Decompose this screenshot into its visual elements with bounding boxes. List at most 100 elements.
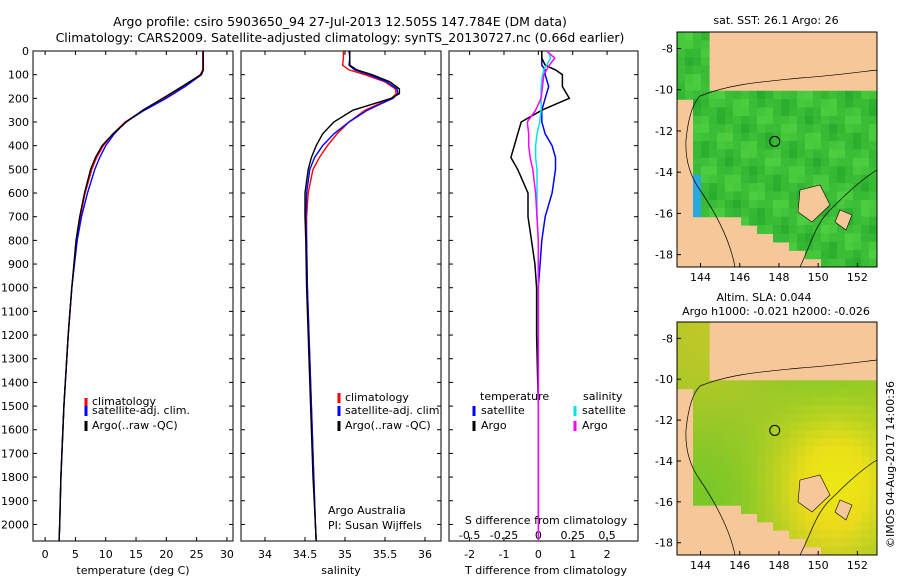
ocean-cell [765, 471, 774, 481]
ocean-cell [797, 141, 806, 151]
ocean-cell [789, 183, 798, 193]
lat-tick-label: -14 [655, 166, 673, 179]
ocean-cell [813, 421, 822, 431]
salinity-xlabel: salinity [321, 564, 361, 577]
ocean-cell [765, 199, 774, 209]
ocean-cell [797, 225, 806, 235]
ocean-cell [725, 149, 734, 159]
ocean-cell [725, 199, 734, 209]
lat-tick-label: -12 [655, 125, 673, 138]
ocean-cell [797, 216, 806, 226]
ocean-cell [693, 32, 702, 41]
ocean-cell [757, 380, 766, 390]
ocean-cell [869, 471, 877, 481]
ocean-cell [797, 455, 806, 465]
ocean-cell [853, 480, 862, 490]
ocean-cell [853, 233, 862, 243]
ocean-cell [853, 513, 862, 523]
ocean-cell [781, 183, 790, 193]
ocean-cell [749, 405, 758, 415]
ocean-cell [717, 480, 726, 490]
ocean-cell [765, 191, 774, 201]
ocean-cell [845, 250, 854, 260]
sla-map: Altim. SLA: 0.044 Argo h1000: -0.021 h20… [655, 291, 878, 572]
legend-climatology-label: climatology [345, 391, 409, 404]
ocean-cell [845, 241, 854, 251]
ocean-cell [741, 191, 750, 201]
ocean-cell [717, 90, 726, 100]
ocean-cell [821, 530, 830, 539]
lon-tick-label: 144 [690, 271, 711, 284]
ocean-cell [701, 57, 710, 67]
ocean-cell [797, 505, 806, 514]
ocean-cell [725, 413, 734, 423]
ocean-cell [773, 496, 782, 506]
ocean-cell [693, 191, 702, 201]
ocean-cell [789, 166, 798, 176]
ocean-cell [805, 166, 814, 176]
ocean-cell [717, 208, 726, 218]
ocean-cell [845, 455, 854, 465]
ocean-cell [701, 90, 710, 100]
ocean-cell [861, 124, 870, 134]
ocean-cell [861, 157, 870, 167]
ocean-cell [717, 199, 726, 209]
ocean-cell [789, 380, 798, 390]
ocean-cell [797, 446, 806, 456]
ocean-cell [725, 405, 734, 415]
x-tick-label: 34 [258, 548, 272, 561]
ocean-cell [765, 90, 774, 100]
ocean-cell [869, 388, 877, 398]
ocean-cell [749, 208, 758, 218]
ocean-cell [693, 355, 702, 365]
ocean-cell [789, 90, 798, 100]
ocean-cell [733, 183, 742, 193]
ocean-cell [829, 233, 838, 243]
ocean-cell [781, 388, 790, 398]
ocean-cell [701, 149, 710, 159]
ocean-cell [717, 157, 726, 167]
ocean-cell [701, 463, 710, 473]
ocean-cell [685, 90, 694, 100]
ocean-cell [741, 396, 750, 406]
ocean-cell [821, 124, 830, 134]
legend-temp-satellite-label: satellite [481, 404, 525, 417]
ocean-cell [693, 480, 702, 490]
ocean-cell [845, 258, 854, 267]
ocean-cell [821, 107, 830, 117]
x-tick-label: 20 [159, 548, 173, 561]
ocean-cell [701, 73, 710, 83]
ocean-cell [853, 99, 862, 109]
ocean-cell [693, 90, 702, 100]
ocean-cell [717, 463, 726, 473]
ocean-cell [765, 132, 774, 142]
ocean-cell [813, 225, 822, 235]
ocean-cell [829, 388, 838, 398]
ocean-cell [725, 107, 734, 117]
ocean-cell [845, 380, 854, 390]
ocean-cell [725, 455, 734, 465]
ocean-cell [773, 225, 782, 235]
ocean-cell [701, 124, 710, 134]
ocean-cell [773, 149, 782, 159]
ocean-cell [869, 107, 877, 117]
ocean-cell [837, 455, 846, 465]
ocean-cell [757, 166, 766, 176]
x-tick-label-salinity: -0.5 [459, 529, 480, 542]
ocean-cell [677, 355, 686, 365]
ocean-cell [813, 241, 822, 251]
ocean-cell [853, 438, 862, 448]
ocean-cell [869, 421, 877, 431]
x-tick-label: 0 [42, 548, 49, 561]
ocean-cell [733, 99, 742, 109]
ocean-cell [733, 199, 742, 209]
lat-tick-label: -16 [655, 496, 673, 509]
ocean-cell [693, 99, 702, 109]
ocean-cell [845, 157, 854, 167]
sla-map-axes: 144 146 148 150 152 -8 -10 -12 -14 -16 -18 [655, 332, 868, 572]
ocean-cell [821, 396, 830, 406]
ocean-cell [701, 488, 710, 498]
ocean-cell [733, 496, 742, 506]
ocean-cell [701, 191, 710, 201]
ocean-cell [709, 396, 718, 406]
